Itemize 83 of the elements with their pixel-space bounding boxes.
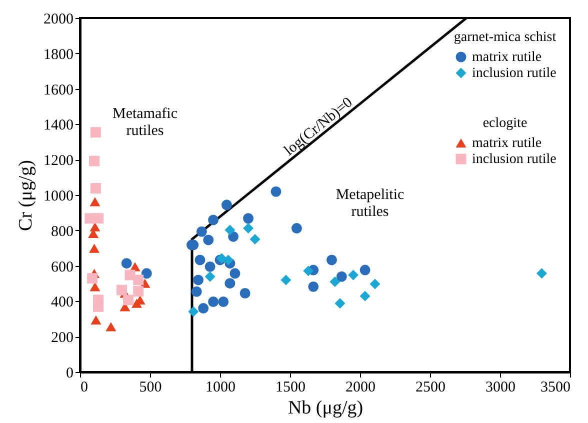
point <box>89 244 100 253</box>
point <box>336 271 347 282</box>
point <box>116 284 127 296</box>
legend-label: matrix rutile <box>472 136 542 151</box>
y-tick-label: 400 <box>51 294 74 311</box>
y-tick-label: 1400 <box>44 118 74 134</box>
point <box>224 278 236 289</box>
point <box>204 261 216 272</box>
point <box>133 274 144 286</box>
point <box>223 254 234 266</box>
y-tick-label: 1000 <box>44 188 74 204</box>
point <box>536 268 547 279</box>
annotation: garnet-mica schist <box>454 30 556 45</box>
y-tick-label: 1800 <box>44 46 74 63</box>
legend-label: inclusion rutile <box>472 152 556 167</box>
point <box>90 183 101 194</box>
point <box>243 223 254 234</box>
y-axis-title: Cr (μg/g) <box>16 160 36 231</box>
point <box>221 200 232 210</box>
point <box>90 282 100 292</box>
x-tick-label: 3000 <box>486 380 516 396</box>
legend-label: inclusion rutile <box>472 66 556 81</box>
point <box>193 274 204 286</box>
legend-label: matrix rutile <box>472 50 542 65</box>
point <box>198 303 209 314</box>
point <box>308 281 319 292</box>
point <box>141 268 152 279</box>
point <box>270 186 282 197</box>
point <box>360 290 370 302</box>
point <box>208 296 219 307</box>
point <box>188 306 199 317</box>
y-tick-label: 200 <box>51 330 74 346</box>
point <box>230 268 240 279</box>
point <box>90 315 102 325</box>
annotation: eclogite <box>482 116 528 131</box>
y-tick-label: 2000 <box>44 12 74 28</box>
point <box>330 276 340 287</box>
x-axis-title: Nb (μg/g) <box>288 398 364 418</box>
y-tick-label: 800 <box>51 224 74 240</box>
point <box>133 286 144 297</box>
point <box>90 197 100 206</box>
point <box>243 213 254 224</box>
point <box>93 301 104 312</box>
point <box>204 271 216 282</box>
point <box>208 214 219 226</box>
point <box>196 226 207 237</box>
point <box>131 298 142 308</box>
x-tick-label: 3500 <box>540 380 570 396</box>
y-tick-label: 1200 <box>44 153 74 170</box>
y-tick-label: 0 <box>66 366 74 382</box>
point <box>121 258 132 269</box>
point <box>250 234 260 244</box>
point <box>106 322 116 332</box>
point <box>123 294 134 306</box>
point <box>90 222 100 232</box>
y-tick-label: 600 <box>51 259 74 276</box>
point <box>90 127 101 138</box>
point <box>334 298 346 309</box>
point <box>89 156 100 166</box>
point <box>218 296 229 307</box>
point <box>87 273 98 284</box>
x-tick-label: 0 <box>80 380 88 396</box>
point <box>326 254 337 266</box>
x-tick-label: 1000 <box>206 380 236 396</box>
point <box>224 224 236 236</box>
point <box>191 286 202 297</box>
annotation: Metamafic rutiles <box>112 106 178 139</box>
point <box>360 264 370 276</box>
annotation: Metapelitic rutiles <box>336 187 404 220</box>
x-tick-label: 2500 <box>416 380 446 396</box>
point <box>240 288 250 298</box>
y-tick-label: 1600 <box>44 82 74 98</box>
point <box>93 213 104 224</box>
point <box>303 266 314 276</box>
point <box>370 278 380 290</box>
point <box>203 234 214 246</box>
x-tick-label: 2000 <box>346 380 376 396</box>
point <box>291 223 302 234</box>
point <box>348 270 359 280</box>
x-tick-label: 500 <box>139 380 162 396</box>
x-tick-label: 1500 <box>276 380 306 396</box>
point <box>280 274 292 286</box>
point <box>194 254 206 266</box>
